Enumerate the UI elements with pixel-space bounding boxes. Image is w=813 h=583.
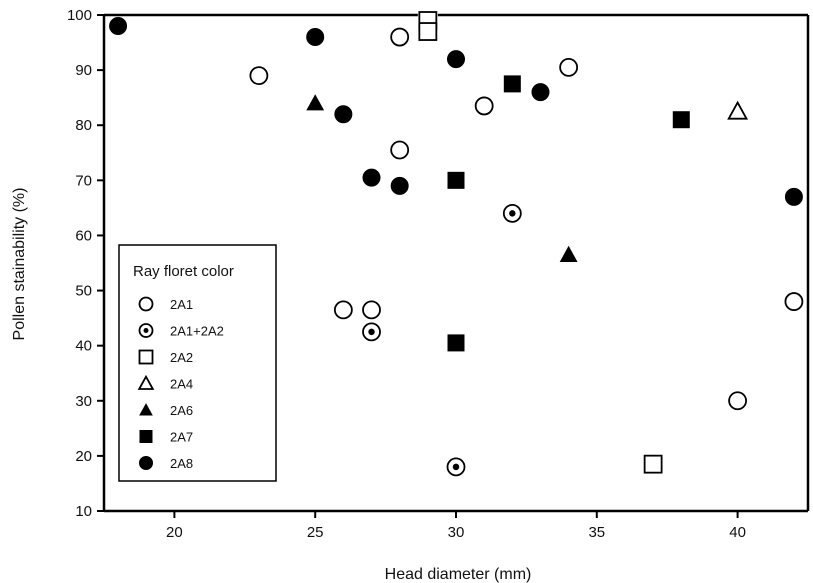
legend-marker (138, 323, 154, 338)
legend-items: 2A1 2A1+2A2 2A2 2A4 2A6 2A7 2A8 (137, 296, 224, 471)
x-tick-label: 30 (448, 524, 465, 541)
legend-marker (139, 430, 153, 443)
legend-marker (139, 456, 153, 470)
x-tick-label: 25 (307, 524, 324, 541)
y-tick-label: 100 (67, 7, 92, 24)
data-point (474, 96, 494, 116)
legend-marker (137, 374, 155, 390)
data-point (447, 50, 465, 69)
data-point (727, 100, 749, 120)
legend-label: 2A8 (170, 456, 193, 471)
data-point (333, 300, 353, 320)
y-tick-label: 60 (75, 227, 92, 244)
data-point (306, 94, 325, 111)
legend-label: 2A6 (170, 403, 193, 418)
legend-label: 2A2 (170, 350, 193, 365)
x-tick-label: 40 (729, 524, 746, 541)
legend: Ray floret color 2A12A1+2A22A22A42A62A72… (118, 244, 277, 482)
y-tick-label: 30 (75, 393, 92, 410)
y-tick-label: 10 (75, 503, 92, 520)
data-point (362, 322, 381, 342)
data-point (559, 245, 578, 262)
data-point (502, 203, 522, 223)
data-point (447, 334, 465, 352)
y-axis-label: Pollen stainability (%) (11, 188, 28, 341)
data-point (784, 292, 804, 311)
data-point (362, 300, 381, 320)
x-axis: 20 25 30 35 40 (166, 511, 746, 541)
data-point (531, 83, 550, 102)
x-axis-label: Head diameter (mm) (385, 566, 532, 583)
y-tick-label: 70 (75, 172, 92, 189)
legend-label: 2A4 (170, 377, 193, 392)
data-point (249, 66, 269, 86)
data-point (559, 57, 579, 77)
data-point (390, 27, 410, 47)
legend-marker (138, 349, 154, 365)
data-point (446, 457, 466, 477)
legend-label: 2A7 (170, 430, 193, 445)
y-tick-label: 90 (75, 62, 92, 79)
x-tick-label: 35 (588, 524, 605, 541)
data-point (447, 171, 465, 189)
legend-label: 2A1+2A2 (170, 324, 224, 339)
y-tick-label: 40 (75, 338, 92, 355)
data-point (728, 391, 747, 411)
data-point (418, 22, 438, 41)
plot-frame (102, 13, 810, 513)
y-tick-label: 50 (75, 283, 92, 300)
x-tick-label: 20 (166, 524, 183, 541)
data-point (334, 105, 353, 124)
legend-title: Ray floret color (133, 263, 234, 280)
data-point (306, 28, 325, 47)
legend-marker (139, 403, 153, 416)
y-tick-label: 80 (75, 117, 92, 134)
data-point (362, 168, 381, 187)
data-point (390, 176, 409, 195)
y-tick-label: 20 (75, 448, 92, 465)
legend-label: 2A1 (170, 297, 193, 312)
data-point (390, 140, 410, 160)
data-point (109, 17, 128, 36)
legend-marker (138, 296, 154, 312)
data-point (503, 75, 521, 93)
data-points (109, 11, 804, 477)
data-point (643, 454, 663, 474)
data-point (672, 111, 690, 129)
y-axis: 10 20 30 40 50 60 70 80 90 100 (67, 7, 104, 520)
data-point (784, 187, 803, 206)
